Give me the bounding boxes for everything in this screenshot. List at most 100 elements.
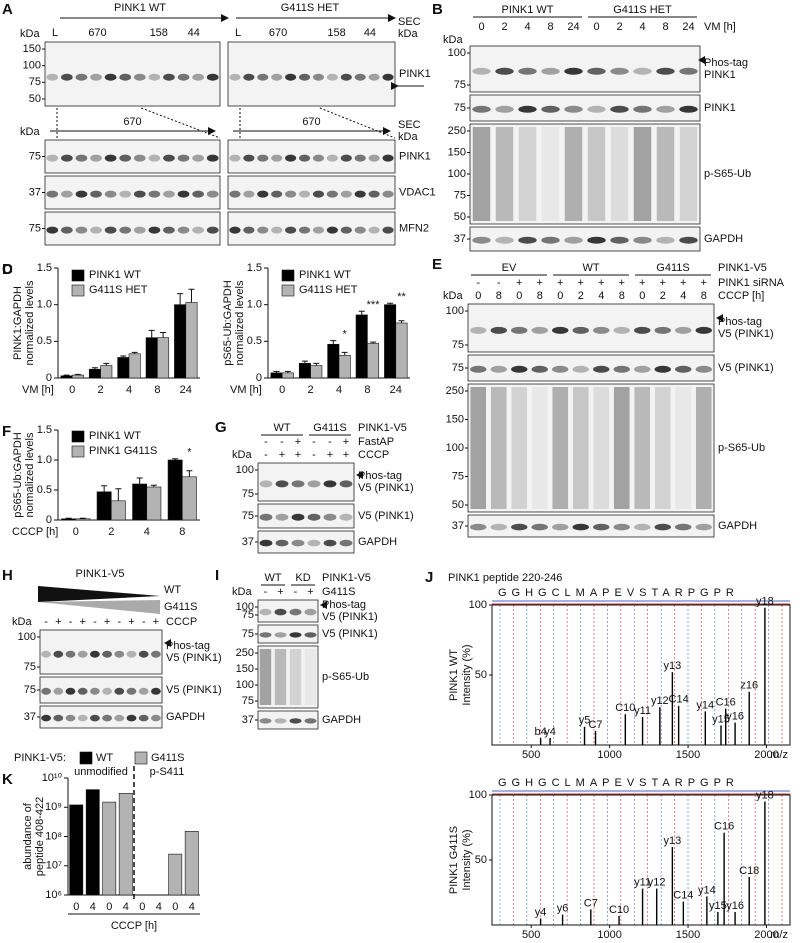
band [298, 226, 311, 234]
band [382, 190, 394, 198]
kda-label: 75 [454, 79, 466, 91]
label: 670 [302, 116, 320, 128]
x-axis-label: CCCP [h] [12, 526, 58, 538]
error-bar [120, 355, 127, 358]
pointer [164, 639, 171, 647]
x-axis-label: m/z [770, 929, 788, 941]
band [65, 650, 76, 658]
bar [174, 304, 187, 379]
bar [185, 302, 198, 379]
band [354, 190, 366, 198]
band [275, 539, 289, 547]
label: p-S411 [150, 766, 185, 778]
y-axis-label: normalized levels [24, 432, 36, 517]
band [229, 190, 241, 198]
bar [327, 343, 340, 379]
band [114, 714, 125, 722]
band [271, 154, 283, 162]
label: H [2, 567, 13, 584]
band [53, 650, 64, 658]
bar [338, 354, 351, 379]
smear [613, 387, 630, 509]
bar [310, 365, 323, 379]
band [163, 190, 175, 198]
lane-label: - [476, 277, 480, 289]
band [77, 714, 88, 722]
blot-strip [469, 123, 701, 225]
band [138, 714, 149, 722]
bar [117, 357, 130, 379]
legend-swatch [71, 430, 85, 443]
band [259, 608, 272, 616]
band [572, 326, 589, 334]
kda-label: 37 [452, 520, 464, 532]
label: kDa [232, 586, 252, 598]
band [587, 236, 606, 244]
error-bar [91, 367, 98, 370]
band [229, 154, 241, 162]
bar [270, 372, 283, 379]
error-bar [398, 320, 405, 323]
band [610, 67, 629, 75]
label: C [2, 261, 13, 278]
label: G411S [322, 586, 355, 598]
band [114, 687, 125, 695]
kda-label: 75 [24, 661, 36, 673]
kda-label: 100 [448, 168, 466, 180]
peak-label: C10 [615, 702, 635, 714]
bar [88, 368, 101, 379]
band [119, 226, 132, 234]
x-tick-label: 0 [73, 901, 79, 913]
x-tick-label: 2000 [754, 749, 778, 761]
peak-label: y18 [756, 596, 774, 608]
band [151, 714, 161, 722]
pointer [356, 471, 363, 479]
lane-label: 0 [516, 290, 522, 302]
band [257, 154, 269, 162]
error-bar [358, 310, 365, 315]
band [304, 632, 317, 638]
blot-strip [44, 211, 221, 246]
x-tick-label: 1000 [597, 929, 621, 941]
band [285, 73, 297, 81]
label: G411S [164, 601, 197, 613]
group-label: G411S [656, 262, 689, 274]
row-label: V5 (PINK1) [358, 510, 414, 522]
peak-label: y14 [696, 699, 714, 711]
band [382, 154, 394, 162]
row-label: PINK1 [704, 102, 736, 114]
lane-label: - [44, 616, 48, 628]
band [340, 190, 352, 198]
lane-label: + [343, 449, 349, 461]
x-tick-label: 2 [108, 526, 114, 538]
lane-label: 0 [475, 290, 481, 302]
band [633, 105, 652, 113]
band [587, 67, 606, 75]
bar [145, 337, 158, 379]
band [271, 73, 283, 81]
smear [531, 387, 548, 509]
band [634, 523, 651, 531]
y-tick-label: 10¹⁰ [42, 772, 63, 784]
band [90, 687, 100, 695]
kda-label: 75 [454, 189, 466, 201]
lane-label: - [294, 586, 298, 598]
band [289, 632, 302, 638]
band [61, 154, 73, 162]
band [285, 226, 297, 234]
x-tick-label: 4 [144, 526, 150, 538]
group-label: PINK1 WT [502, 4, 554, 16]
band [368, 154, 380, 162]
smear [564, 127, 583, 221]
smear [304, 649, 317, 705]
row-label: V5 (PINK1) [322, 628, 378, 640]
x-tick-label: 0 [106, 901, 112, 913]
band [323, 539, 337, 547]
kda-label: 150 [448, 146, 466, 158]
group-label: KD [295, 572, 310, 584]
band [274, 718, 287, 724]
band [148, 73, 161, 81]
band [148, 226, 161, 234]
y-tick-label: 0.5 [247, 335, 262, 347]
band [104, 190, 117, 198]
